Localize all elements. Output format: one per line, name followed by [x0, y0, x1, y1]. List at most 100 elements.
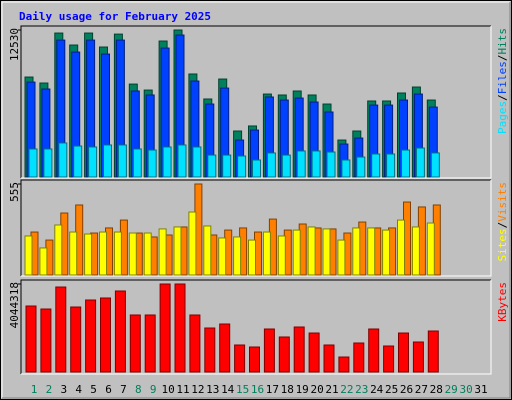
- bar: [234, 344, 246, 373]
- x-tick-label: 23: [355, 383, 368, 396]
- y-tick-label: 4044318: [8, 282, 21, 328]
- bar: [263, 328, 275, 373]
- x-tick-label: 11: [176, 383, 189, 396]
- bar: [412, 341, 424, 373]
- x-tick-label: 18: [281, 383, 294, 396]
- bar: [262, 231, 271, 276]
- bar: [177, 144, 187, 178]
- x-tick-label: 3: [60, 383, 67, 396]
- x-tick-label: 22: [340, 383, 353, 396]
- bar: [204, 327, 216, 373]
- bar: [25, 305, 37, 373]
- x-tick-label: 25: [385, 383, 398, 396]
- bar: [307, 226, 316, 276]
- bar: [252, 159, 261, 178]
- bar: [103, 144, 112, 178]
- x-tick-label: 21: [325, 383, 338, 396]
- bar: [427, 330, 439, 373]
- x-tick-label: 2: [46, 383, 53, 396]
- bar: [113, 231, 122, 276]
- bar: [54, 224, 63, 276]
- x-tick-label: 19: [296, 383, 309, 396]
- bar: [237, 155, 247, 178]
- x-tick-label: 24: [370, 383, 384, 396]
- x-tick-label: 5: [90, 383, 97, 396]
- bar: [203, 225, 212, 276]
- bar: [341, 159, 351, 178]
- legend: Sites/Visits: [496, 182, 509, 262]
- bar: [117, 144, 127, 178]
- legend-entry: Hits: [496, 28, 509, 55]
- bar: [356, 156, 366, 178]
- bar: [415, 147, 425, 178]
- chart-title: Daily usage for February 2025: [19, 10, 211, 23]
- legend-entry: Visits: [496, 182, 509, 222]
- bar: [248, 239, 256, 276]
- legend: KBytes: [496, 282, 509, 322]
- legend: Pages/Files/Hits: [496, 28, 509, 134]
- bar: [219, 323, 231, 373]
- panel-bevel: [20, 25, 491, 178]
- legend-separator: /: [496, 94, 509, 101]
- bar: [401, 149, 410, 178]
- bar: [353, 342, 365, 373]
- bar: [158, 228, 167, 276]
- bar: [55, 286, 67, 373]
- x-tick-label: 30: [459, 383, 472, 396]
- x-tick-label: 8: [135, 383, 142, 396]
- bar: [143, 232, 152, 276]
- bar: [24, 235, 33, 276]
- bar: [293, 326, 305, 373]
- bar: [382, 229, 391, 276]
- legend-entry: KBytes: [496, 282, 509, 322]
- bar: [43, 148, 53, 178]
- bar: [338, 356, 350, 373]
- bar: [162, 146, 172, 178]
- bar: [367, 227, 376, 276]
- bar: [233, 236, 242, 276]
- x-tick-label: 9: [150, 383, 157, 396]
- x-tick-label: 1: [31, 383, 38, 396]
- bar: [189, 314, 201, 373]
- x-tick-label: 20: [310, 383, 323, 396]
- bar: [308, 332, 320, 373]
- bar: [99, 231, 107, 276]
- bar: [173, 226, 182, 276]
- bar: [69, 231, 78, 276]
- bar: [28, 148, 38, 178]
- bar: [281, 154, 291, 178]
- bar: [85, 299, 97, 373]
- bar: [386, 153, 396, 178]
- bar: [383, 345, 395, 373]
- bar: [88, 146, 98, 178]
- bar: [278, 336, 290, 373]
- bar: [84, 233, 93, 276]
- bar: [144, 314, 156, 373]
- bar: [292, 229, 301, 276]
- x-tick-label: 4: [75, 383, 82, 396]
- bar: [207, 154, 217, 178]
- panel-bevel: [21, 180, 492, 277]
- bar: [100, 297, 111, 373]
- x-tick-label: 10: [161, 383, 174, 396]
- bar: [266, 152, 276, 178]
- bar: [371, 153, 381, 178]
- x-tick-label: 13: [206, 383, 219, 396]
- x-tick-label: 6: [105, 383, 112, 396]
- bar: [58, 142, 68, 178]
- legend-separator: /: [496, 222, 509, 229]
- legend-entry: Pages: [496, 101, 509, 134]
- bar: [174, 283, 186, 373]
- panel-bevel: [21, 280, 492, 375]
- panel-bevel: [20, 179, 491, 276]
- bar: [311, 150, 321, 178]
- bar: [411, 226, 420, 276]
- bar: [39, 247, 48, 276]
- x-tick-label: 27: [415, 383, 428, 396]
- bar: [73, 145, 83, 178]
- x-tick-label: 14: [221, 383, 235, 396]
- y-tick-label: 12530: [8, 28, 21, 61]
- bar: [188, 211, 197, 276]
- bar: [326, 151, 336, 178]
